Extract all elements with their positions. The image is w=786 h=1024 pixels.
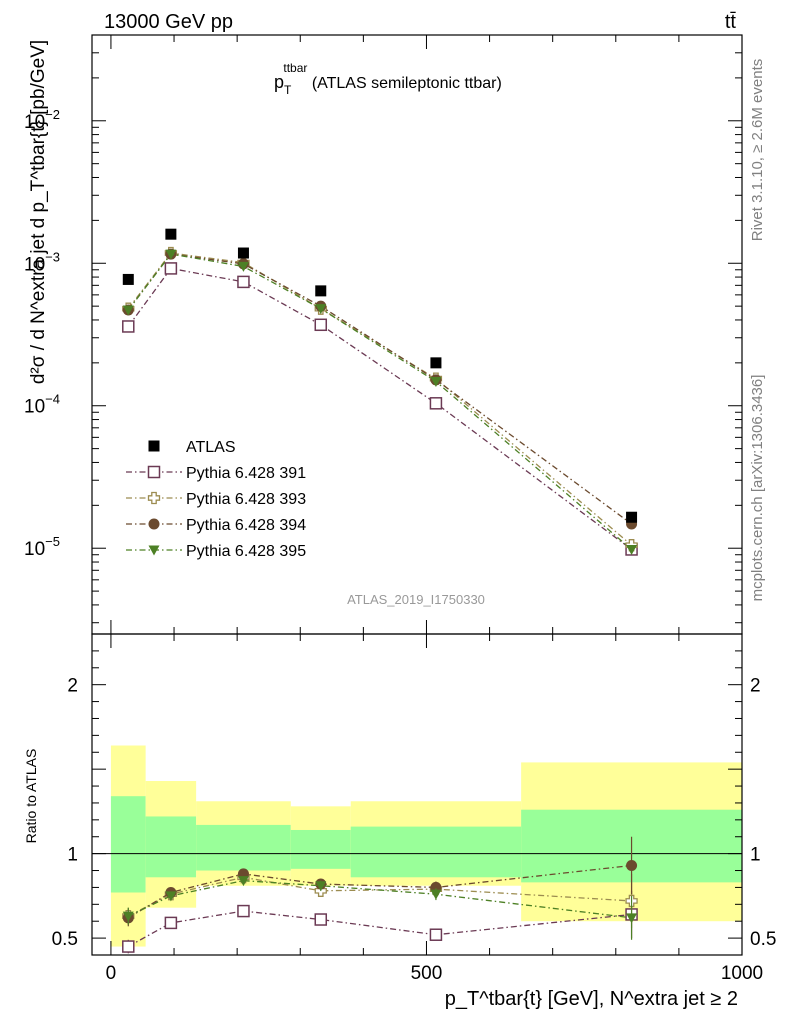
y-tick-label-main-2: 10−3	[24, 249, 60, 275]
main-panel-series	[122, 228, 638, 556]
ratio-panel-series	[122, 836, 638, 954]
ratio-line-0	[127, 910, 632, 948]
x-tick-label-1: 500	[411, 963, 443, 984]
atlas-point-0	[122, 273, 134, 285]
series-0-point-1	[164, 262, 178, 275]
rivet-label: Rivet 3.1.10, ≥ 2.6M events	[749, 59, 766, 242]
y-tick-label-main-0: 10−5	[24, 534, 60, 560]
ratio-3-point-2	[237, 876, 249, 887]
series-3-point-3	[315, 304, 327, 315]
series-line-2	[127, 253, 632, 525]
ratio-0-point-3	[314, 913, 328, 926]
band-stat-4	[350, 826, 522, 878]
header-right: tt̄	[725, 11, 737, 33]
legend-atlas-marker	[148, 440, 160, 452]
series-3-point-0	[122, 305, 134, 316]
band-stat-3	[290, 829, 351, 869]
series-0-point-3	[314, 318, 328, 332]
y-tick-label-ratio-left-0: 0.5	[52, 929, 78, 950]
ratio-3-point-0	[122, 911, 134, 922]
legend-label-3: Pythia 6.428 395	[186, 543, 306, 560]
band-stat-2	[196, 824, 291, 871]
atlas-point-4	[430, 357, 442, 369]
ratio-line-2	[127, 864, 632, 919]
series-line-0	[127, 267, 632, 550]
ratio-3-point-3	[315, 881, 327, 892]
legend-label-1: Pythia 6.428 393	[186, 491, 306, 508]
plot-title: pTttbar (ATLAS semileptonic ttbar)	[274, 61, 502, 97]
analysis-tag: ATLAS_2019_I1750330	[347, 592, 485, 607]
ratio-line-3	[128, 880, 632, 919]
header-left: 13000 GeV pp	[104, 11, 233, 33]
y-axis-label-ratio: Ratio to ATLAS	[23, 749, 39, 844]
band-stat-0	[110, 796, 146, 893]
x-axis-label: p_T^tbar{t} [GeV], N^extra jet ≥ 2	[445, 988, 738, 1010]
legend-marker-3	[148, 545, 160, 556]
ratio-3-point-5	[626, 913, 638, 924]
legend-marker-0	[147, 465, 161, 479]
ratio-0-point-2	[237, 904, 250, 918]
legend-marker-1	[147, 491, 161, 505]
legend-label-0: Pythia 6.428 391	[186, 465, 306, 482]
ratio-0-point-0	[122, 940, 135, 953]
legend-label-2: Pythia 6.428 394	[186, 517, 306, 534]
series-3-point-5	[626, 544, 638, 555]
band-stat-1	[145, 816, 197, 878]
mcplots-label: mcplots.cern.ch [arXiv:1306.3436]	[749, 375, 766, 602]
y-tick-label-ratio-right-1: 1	[750, 845, 761, 866]
ratio-uncertainty-bands	[92, 745, 742, 947]
series-0-point-2	[237, 275, 250, 289]
y-tick-label-ratio-left-1: 1	[67, 845, 78, 866]
series-0-point-4	[429, 397, 443, 410]
ratio-frame	[91, 633, 743, 956]
ratio-0-point-1	[164, 916, 178, 930]
atlas-point-5	[626, 511, 638, 523]
ratio-3-point-1	[165, 891, 177, 902]
legend: ATLAS Pythia 6.428 391 Pythia 6.428 393 Pyt…	[126, 439, 306, 560]
y-tick-label-ratio-left-2: 2	[67, 676, 78, 697]
y-tick-label-main-1: 10−4	[24, 392, 60, 418]
atlas-point-2	[237, 247, 249, 259]
axes: 0 500 1000 10−5 10−4 10−3 10−2 0.5 0.5 1 1 2 2	[24, 34, 776, 984]
series-0-point-0	[122, 320, 135, 333]
legend-marker-2	[148, 518, 160, 530]
y-tick-label-main-3: 10−2	[24, 107, 60, 133]
ratio-2-point-5	[626, 859, 638, 871]
ratio-3-point-4	[430, 889, 442, 900]
y-tick-label-ratio-right-0: 0.5	[750, 929, 776, 950]
x-tick-label-2: 1000	[721, 963, 763, 984]
series-3-point-2	[237, 261, 249, 272]
series-line-3	[127, 253, 632, 550]
x-tick-label-0: 0	[106, 963, 117, 984]
y-axis-label-main: d²σ / d N^extra jet d p_T^tbar{t} [pb/Ge…	[28, 40, 49, 384]
series-3-point-4	[430, 376, 442, 387]
atlas-point-1	[165, 228, 177, 240]
series-3-point-1	[165, 249, 177, 260]
ratio-0-point-4	[429, 928, 443, 941]
atlas-point-3	[315, 285, 327, 297]
legend-atlas-label: ATLAS	[186, 439, 236, 456]
series-line-1	[127, 252, 632, 546]
y-tick-label-ratio-right-2: 2	[750, 676, 761, 697]
